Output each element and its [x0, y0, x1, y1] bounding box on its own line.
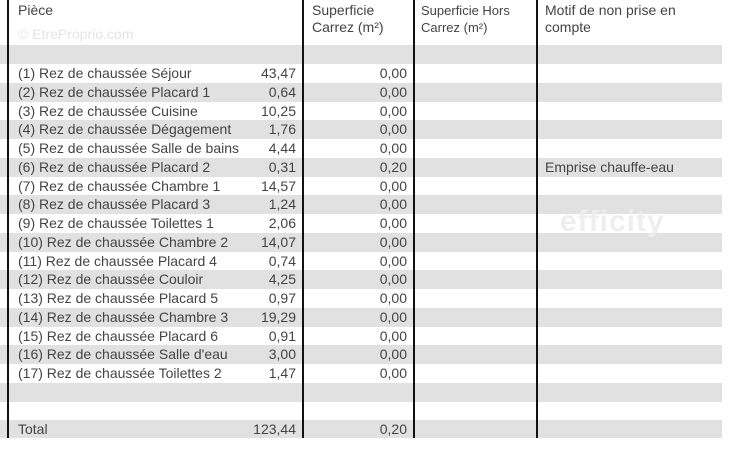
total-hors-carrez: 0,20	[379, 421, 407, 437]
table-row: (7) Rez de chaussée Chambre 1 14,57 0,00	[0, 177, 722, 196]
cell-piece: (13) Rez de chaussée Placard 5	[18, 290, 218, 307]
cell-hors-carrez: 0,00	[379, 215, 407, 232]
empty-band	[0, 383, 722, 402]
row-band	[0, 195, 722, 215]
cell-hors-carrez: 0,00	[379, 308, 407, 325]
column-header-hors-carrez: Superficie Hors Carrez (m²)	[421, 3, 510, 35]
total-label: Total	[18, 421, 48, 437]
cell-carrez: 14,57	[260, 177, 296, 194]
cell-hors-carrez: 0,00	[379, 327, 407, 344]
cell-hors-carrez: 0,00	[379, 346, 407, 363]
table-row: (15) Rez de chaussée Placard 6 0,91 0,00	[0, 327, 722, 346]
table-row: (1) Rez de chaussée Séjour 43,47 0,00	[0, 64, 722, 83]
cell-carrez: 14,07	[260, 233, 296, 250]
cell-hors-carrez: 0,00	[379, 196, 407, 213]
table-row: (13) Rez de chaussée Placard 5 0,97 0,00	[0, 289, 722, 308]
column-divider-2	[413, 0, 415, 438]
cell-hors-carrez: 0,00	[379, 83, 407, 100]
cell-piece: (11) Rez de chaussée Placard 4	[18, 252, 217, 269]
table-row: (11) Rez de chaussée Placard 4 0,74 0,00	[0, 252, 722, 271]
table-row: (14) Rez de chaussée Chambre 3 19,29 0,00	[0, 308, 722, 327]
column-header-carrez: Superficie Carrez (m²)	[312, 2, 384, 35]
cell-piece: (3) Rez de chaussée Cuisine	[18, 102, 198, 119]
cell-carrez: 1,24	[268, 196, 296, 213]
cell-carrez: 4,25	[268, 271, 296, 288]
cell-hors-carrez: 0,00	[379, 121, 407, 138]
cell-carrez: 10,25	[260, 102, 296, 119]
cell-hors-carrez: 0,00	[379, 102, 407, 119]
total-band	[0, 420, 722, 438]
cell-hors-carrez: 0,00	[379, 233, 407, 250]
cell-hors-carrez: 0,00	[379, 365, 407, 382]
table-row: (12) Rez de chaussée Couloir 4,25 0,00	[0, 270, 722, 289]
cell-carrez: 0,74	[268, 252, 296, 269]
cell-carrez: 0,64	[268, 83, 296, 100]
column-divider-1	[302, 0, 304, 438]
cell-piece: (8) Rez de chaussée Placard 3	[18, 196, 211, 213]
cell-hors-carrez: 0,00	[379, 65, 407, 81]
table-row: (10) Rez de chaussée Chambre 2 14,07 0,00	[0, 233, 722, 252]
header-spacer-band	[0, 45, 722, 64]
cell-carrez: 0,91	[268, 327, 296, 344]
cell-carrez: 43,47	[260, 65, 296, 81]
cell-motif: Emprise chauffe-eau	[545, 158, 674, 175]
column-header-piece: Pièce	[18, 2, 54, 18]
table-row: (2) Rez de chaussée Placard 1 0,64 0,00	[0, 83, 722, 102]
total-row: Total 123,44 0,20	[0, 420, 722, 439]
table-border-left	[7, 0, 9, 438]
row-band	[0, 232, 722, 252]
cell-carrez: 3,00	[268, 346, 296, 363]
cell-piece: (2) Rez de chaussée Placard 1	[18, 83, 211, 100]
cell-piece: (1) Rez de chaussée Séjour	[18, 65, 192, 81]
cell-piece: (7) Rez de chaussée Chambre 1	[18, 177, 221, 194]
table-row: (6) Rez de chaussée Placard 2 0,31 0,20 Emp…	[0, 158, 722, 177]
cell-carrez: 4,44	[268, 140, 296, 157]
row-band	[0, 307, 722, 327]
cell-piece: (15) Rez de chaussée Placard 6	[18, 327, 218, 344]
column-divider-3	[536, 0, 538, 438]
cell-carrez: 1,76	[268, 121, 296, 138]
cell-hors-carrez: 0,00	[379, 177, 407, 194]
row-band	[0, 82, 722, 102]
table-row: (8) Rez de chaussée Placard 3 1,24 0,00	[0, 195, 722, 214]
cell-carrez: 0,97	[268, 290, 296, 307]
cell-hors-carrez: 0,00	[379, 252, 407, 269]
watermark: © EtreProprio.com	[18, 26, 134, 42]
cell-piece: (17) Rez de chaussée Toilettes 2	[18, 365, 222, 382]
table-row: (16) Rez de chaussée Salle d'eau 3,00 0,00	[0, 345, 722, 364]
cell-piece: (16) Rez de chaussée Salle d'eau	[18, 346, 228, 363]
cell-hors-carrez: 0,00	[379, 290, 407, 307]
row-band	[0, 270, 722, 290]
row-band	[0, 120, 722, 140]
cell-carrez: 19,29	[260, 308, 296, 325]
cell-piece: (5) Rez de chaussée Salle de bains	[18, 140, 240, 157]
cell-piece: (4) Rez de chaussée Dégagement	[18, 121, 232, 138]
cell-hors-carrez: 0,00	[379, 271, 407, 288]
total-carrez: 123,44	[253, 421, 296, 437]
table-row: (4) Rez de chaussée Dégagement 1,76 0,00	[0, 120, 722, 139]
table-row: (17) Rez de chaussée Toilettes 2 1,47 0,00	[0, 364, 722, 383]
cell-piece: (12) Rez de chaussée Couloir	[18, 271, 204, 288]
row-band	[0, 157, 722, 177]
cell-piece: (9) Rez de chaussée Toilettes 1	[18, 215, 214, 232]
watermark-center: efficity	[560, 205, 665, 238]
cell-carrez: 0,31	[268, 158, 296, 175]
column-header-motif: Motif de non prise en compte	[545, 2, 676, 35]
cell-piece: (6) Rez de chaussée Placard 2	[18, 158, 211, 175]
table-row: (9) Rez de chaussée Toilettes 1 2,06 0,00	[0, 214, 722, 233]
cell-carrez: 2,06	[268, 215, 296, 232]
cell-piece: (10) Rez de chaussée Chambre 2	[18, 233, 229, 250]
cell-carrez: 1,47	[268, 365, 296, 382]
row-band	[0, 345, 722, 365]
cell-hors-carrez: 0,00	[379, 140, 407, 157]
table-row: (5) Rez de chaussée Salle de bains 4,44 0,…	[0, 139, 722, 158]
table-row: (3) Rez de chaussée Cuisine 10,25 0,00	[0, 102, 722, 121]
cell-piece: (14) Rez de chaussée Chambre 3	[18, 308, 229, 325]
cell-hors-carrez: 0,20	[379, 158, 407, 175]
